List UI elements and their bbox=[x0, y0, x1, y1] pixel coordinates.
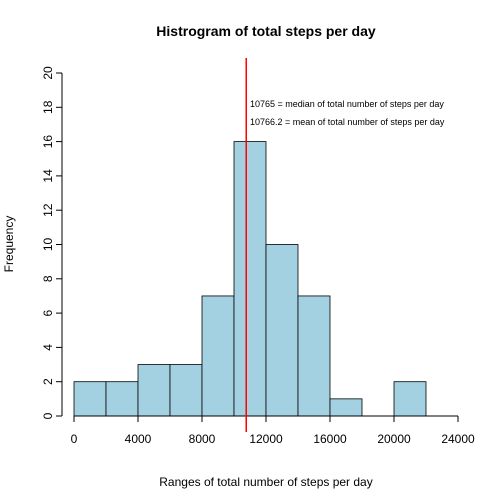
y-tick-label: 12 bbox=[41, 203, 55, 217]
median-annotation: 10765 = median of total number of steps … bbox=[250, 99, 444, 109]
mean-annotation: 10766.2 = mean of total number of steps … bbox=[250, 117, 445, 127]
x-tick-label: 16000 bbox=[313, 432, 347, 446]
y-tick-label: 4 bbox=[41, 344, 55, 351]
histogram-bar bbox=[73, 381, 107, 417]
histogram-bar bbox=[265, 244, 299, 417]
y-tick-label: 0 bbox=[41, 412, 55, 419]
y-axis-label: Frequency bbox=[2, 216, 16, 273]
x-tick-label: 4000 bbox=[125, 432, 152, 446]
histogram-bar bbox=[137, 364, 171, 417]
histogram-bar bbox=[329, 398, 363, 417]
y-tick-label: 16 bbox=[41, 135, 55, 149]
histogram-bar bbox=[297, 295, 331, 417]
x-ticks-group: 0 4000 8000 12000 16000 20000 24000 bbox=[71, 416, 475, 446]
histogram-bar bbox=[393, 381, 427, 417]
x-tick-label: 8000 bbox=[189, 432, 216, 446]
y-tick-label: 18 bbox=[41, 100, 55, 114]
x-axis-label: Ranges of total number of steps per day bbox=[159, 475, 372, 489]
y-tick-label: 6 bbox=[41, 309, 55, 316]
y-tick-label: 20 bbox=[41, 66, 55, 80]
histogram-bar bbox=[105, 381, 139, 417]
x-tick-label: 20000 bbox=[377, 432, 411, 446]
histogram-bar bbox=[233, 141, 267, 417]
y-tick-label: 8 bbox=[41, 275, 55, 282]
histogram-bar bbox=[169, 364, 203, 417]
y-tick-label: 2 bbox=[41, 378, 55, 385]
x-tick-label: 24000 bbox=[441, 432, 475, 446]
y-ticks-group: 0 2 4 6 8 10 12 14 16 18 20 bbox=[41, 66, 62, 419]
y-tick-label: 10 bbox=[41, 238, 55, 252]
x-tick-label: 0 bbox=[71, 432, 78, 446]
x-tick-label: 12000 bbox=[249, 432, 283, 446]
bars-group bbox=[73, 141, 427, 417]
histogram-bar bbox=[201, 295, 235, 417]
y-tick-label: 14 bbox=[41, 169, 55, 183]
chart-title: Histrogram of total steps per day bbox=[156, 23, 376, 39]
